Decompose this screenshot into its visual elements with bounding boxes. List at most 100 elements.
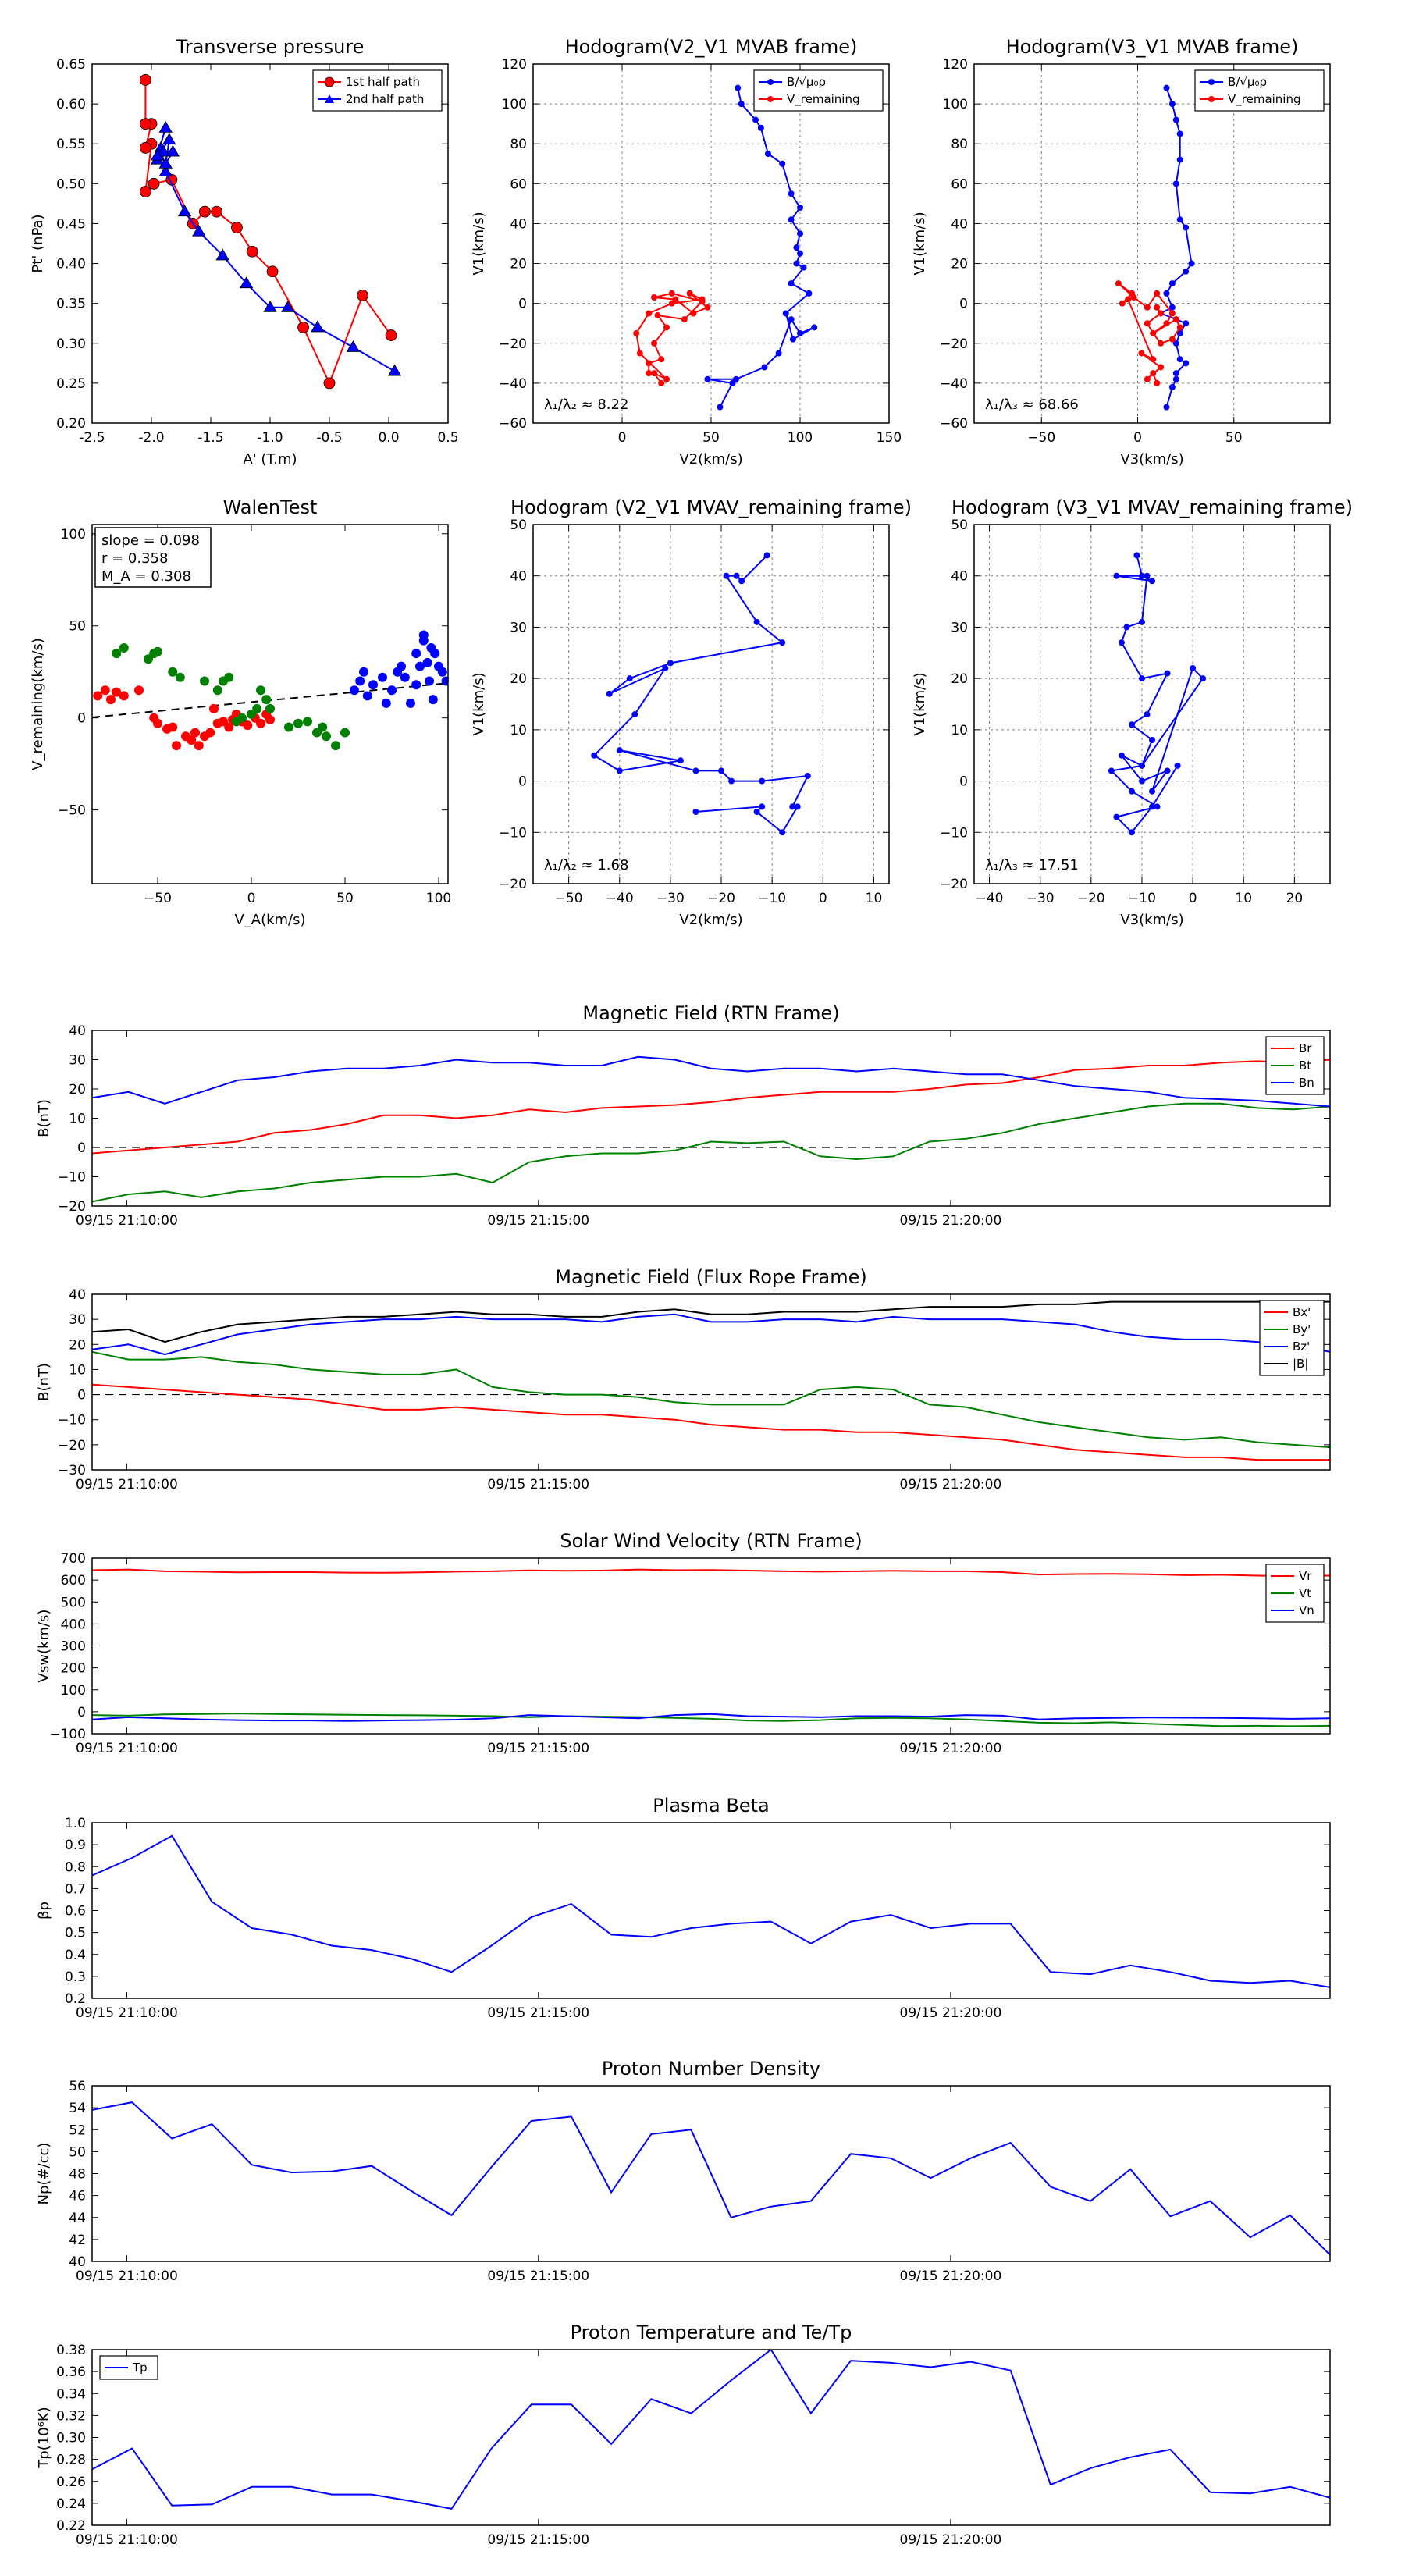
y-tick-label: 40 (951, 569, 968, 585)
data-point (779, 160, 786, 167)
data-point (1163, 404, 1170, 411)
chart-title: Transverse pressure (176, 36, 365, 58)
data-point (100, 685, 110, 696)
plot-frame (91, 1557, 1331, 1735)
data-point (297, 321, 309, 333)
data-point (1176, 356, 1183, 363)
data-point (381, 698, 391, 708)
data-point (139, 186, 151, 197)
data-point (1123, 624, 1130, 631)
chart-title: Hodogram(V3_V1 MVAB frame) (1006, 36, 1299, 58)
data-point (1118, 752, 1125, 759)
data-point (797, 205, 803, 211)
y-tick-label: 0.45 (56, 216, 86, 232)
y-axis-label: V1(km/s) (912, 672, 928, 735)
data-point (194, 741, 204, 751)
y-tick-label: 30 (69, 1053, 86, 1069)
x-tick-label: 09/15 21:10:00 (76, 1477, 178, 1493)
x-tick-label: 09/15 21:20:00 (900, 1213, 1002, 1229)
data-point (1125, 296, 1132, 303)
y-tick-label: −10 (58, 1413, 86, 1429)
series-line-Bx' (92, 1383, 1330, 1461)
eigenvalue-ratio: λ₁/λ₂ ≈ 1.68 (544, 857, 628, 873)
data-point (158, 120, 173, 133)
x-tick-label: −40 (976, 891, 1004, 906)
legend-label: Br (1299, 1041, 1312, 1055)
y-tick-label: 0.24 (56, 2496, 86, 2512)
plot-frame (532, 524, 890, 884)
data-point (779, 639, 786, 646)
y-tick-label: 0.2 (65, 1991, 86, 2007)
data-point (387, 685, 397, 696)
y-tick-label: 80 (951, 137, 968, 152)
data-point (359, 667, 368, 677)
hodogram-v2v1-mvav-chart: Hodogram (V2_V1 MVAV_remaining frame) −20… (471, 496, 912, 928)
x-tick-label: 0.0 (378, 430, 399, 446)
x-tick-label: 0 (618, 430, 627, 446)
data-point (667, 660, 674, 667)
y-tick-label: 700 (61, 1551, 86, 1567)
y-tick-label: 100 (61, 527, 86, 543)
y-tick-label: 20 (69, 1337, 86, 1353)
chart-title: Hodogram (V3_V1 MVAV_remaining frame) (951, 496, 1353, 518)
y-tick-label: 200 (61, 1661, 86, 1677)
data-point (662, 665, 669, 671)
y-tick-label: 0 (77, 1140, 86, 1156)
y-tick-label: −10 (58, 1170, 86, 1186)
y-axis-label: Np(#/cc) (36, 2143, 52, 2205)
y-tick-label: 42 (69, 2233, 86, 2248)
legend-label: Bz' (1293, 1340, 1310, 1354)
data-point (172, 741, 181, 751)
y-tick-label: 54 (69, 2101, 86, 2116)
data-point (265, 715, 275, 725)
data-point (1168, 336, 1176, 343)
data-point (646, 370, 653, 377)
data-point (1172, 116, 1179, 123)
y-tick-label: 20 (69, 1082, 86, 1098)
data-point (733, 572, 740, 579)
data-point (198, 205, 211, 218)
data-point (1130, 294, 1137, 301)
data-point (1149, 803, 1155, 810)
x-tick-label: 09/15 21:15:00 (487, 2268, 589, 2284)
stats-line: r = 0.358 (101, 550, 168, 567)
data-point (1163, 290, 1170, 297)
data-point (211, 205, 223, 218)
data-point (636, 350, 643, 357)
legend-box (1194, 69, 1325, 112)
data-point (1158, 364, 1165, 371)
data-point (759, 803, 766, 810)
legend-label: |B| (1293, 1357, 1308, 1371)
data-point (437, 667, 447, 677)
data-point (1172, 180, 1179, 187)
data-point (1119, 300, 1126, 307)
data-point (738, 578, 745, 585)
y-tick-label: 20 (951, 257, 968, 272)
y-axis-label: V1(km/s) (912, 212, 928, 275)
proton-temperature-chart: Proton Temperature and Te/Tp 0.22 0.24 0.26… (36, 2322, 1331, 2548)
data-point (1149, 578, 1155, 585)
data-point (162, 133, 176, 145)
data-point (654, 312, 661, 318)
data-point (1183, 320, 1190, 327)
y-tick-label: 50 (951, 518, 968, 533)
data-point (718, 767, 725, 774)
stats-line: M_A = 0.308 (101, 568, 191, 585)
data-point (763, 552, 770, 559)
legend: B/√μ₀ρ V_remaining (753, 69, 884, 112)
x-tick-label: 0.5 (437, 430, 458, 446)
data-point (764, 151, 771, 157)
data-point (139, 118, 151, 130)
y-tick-label: 300 (61, 1639, 86, 1655)
data-point (690, 310, 697, 317)
y-tick-label: 60 (951, 176, 968, 192)
data-point (668, 300, 675, 307)
data-point (668, 290, 675, 297)
data-point (753, 618, 760, 625)
plot-frame (91, 1293, 1331, 1471)
data-point (153, 718, 162, 728)
data-point (1150, 356, 1157, 363)
data-point (215, 248, 229, 261)
legend-label: Vt (1299, 1586, 1311, 1600)
x-tick-label: -1.0 (257, 430, 283, 446)
